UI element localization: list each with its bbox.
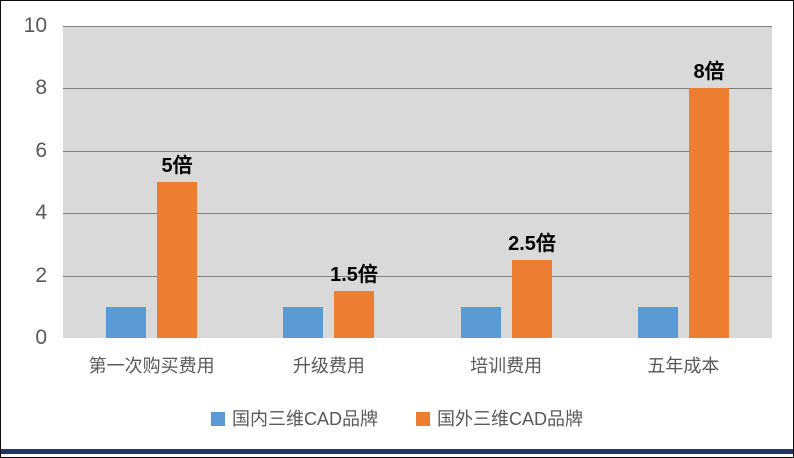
data-label-cat1: 1.5倍 [330,264,378,286]
legend-swatch-icon-1 [416,412,430,426]
bar-series0-cat2 [461,307,501,338]
x-axis-label-2: 培训费用 [470,356,543,376]
legend-item-1: 国外三维CAD品牌 [416,408,583,430]
legend-label-0: 国内三维CAD品牌 [231,409,378,429]
gridline-10 [63,26,772,27]
gridline-4 [63,213,772,215]
gridline-6 [63,150,772,152]
x-axis-label-1: 升级费用 [292,356,365,376]
y-tick-label-6: 6 [35,138,47,162]
data-label-cat3: 8倍 [693,61,725,83]
x-axis-labels: 第一次购买费用 升级费用 培训费用 五年成本 [63,355,772,377]
y-tick-label-0: 0 [35,326,47,349]
gridline-2 [63,275,772,277]
bar-series1-cat3 [689,88,729,338]
legend-swatch-icon-0 [210,412,225,426]
x-axis-label-3: 五年成本 [647,356,720,376]
legend: 国内三维CAD品牌 国外三维CAD品牌 [1,408,793,430]
y-tick-label-2: 2 [35,263,47,287]
legend-label-1: 国外三维CAD品牌 [437,409,584,429]
plot-area: 5倍 1.5倍 2.5倍 8倍 [63,26,772,338]
y-tick-label-4: 4 [35,201,47,225]
y-tick-label-8: 8 [35,76,47,100]
bar-series1-cat0 [157,182,197,338]
legend-item-0: 国内三维CAD品牌 [210,408,378,430]
bar-series1-cat2 [512,260,552,338]
bar-series0-cat3 [638,307,678,338]
y-tick-label-10: 10 [23,14,47,37]
bar-series0-cat1 [283,307,323,338]
gridline-8 [63,88,772,90]
bar-series0-cat0 [106,307,146,338]
data-label-cat2: 2.5倍 [508,233,556,255]
x-axis-label-0: 第一次购买费用 [88,356,215,376]
data-label-cat0: 5倍 [161,155,193,177]
bottom-accent-bar [1,449,793,454]
bar-series1-cat1 [334,291,374,338]
